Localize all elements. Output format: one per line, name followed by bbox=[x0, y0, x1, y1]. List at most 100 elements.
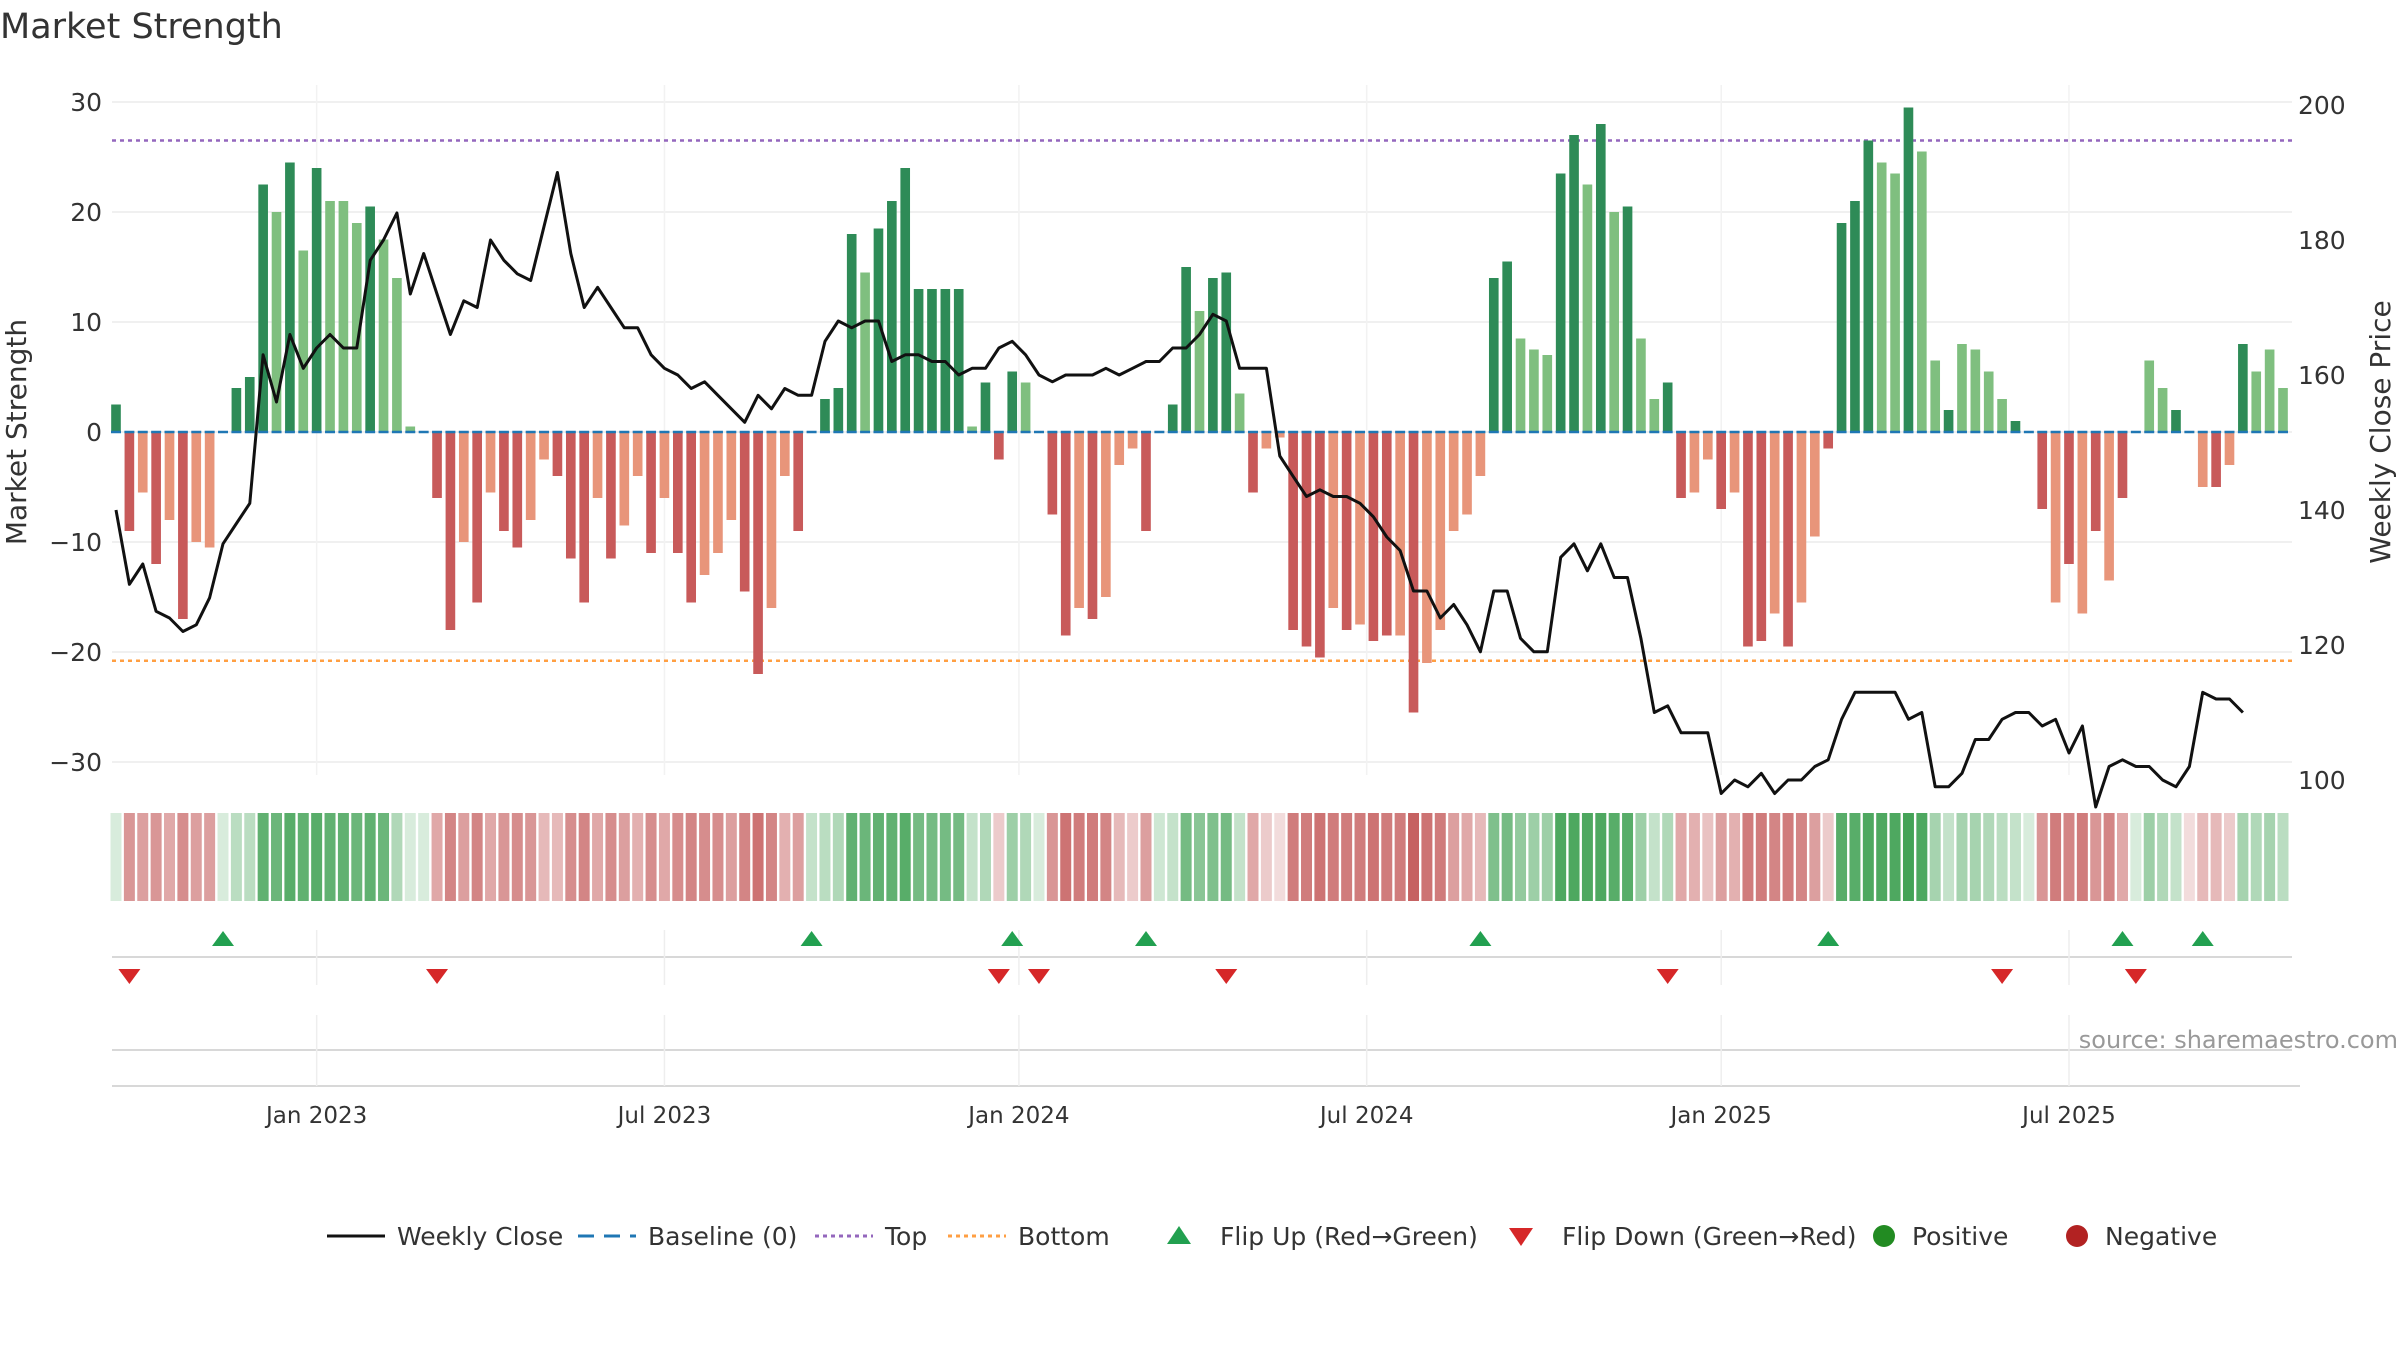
strip-cell bbox=[297, 813, 309, 901]
strip-cell bbox=[1247, 813, 1259, 901]
flip-down-marker bbox=[426, 969, 449, 984]
strip-cell bbox=[1180, 813, 1192, 901]
strength-bar bbox=[338, 201, 349, 432]
strip-cell bbox=[1421, 813, 1433, 901]
strip-cell bbox=[1394, 813, 1406, 901]
legend-label: Bottom bbox=[1018, 1222, 1110, 1251]
x-tick-label: Jan 2024 bbox=[966, 1103, 1069, 1129]
strip-cell bbox=[632, 813, 644, 901]
strip-cell bbox=[190, 813, 202, 901]
strip-cell bbox=[1809, 813, 1821, 901]
right-tick-label: 100 bbox=[2298, 766, 2346, 795]
strength-bar bbox=[258, 184, 268, 432]
strength-bar bbox=[2211, 432, 2221, 487]
strip-cell bbox=[899, 813, 911, 901]
strength-bar bbox=[739, 432, 750, 592]
strength-bar bbox=[1689, 432, 1700, 493]
strip-cell bbox=[1341, 813, 1353, 901]
strip-cell bbox=[752, 813, 764, 901]
strength-bar bbox=[887, 201, 897, 432]
strip-cell bbox=[1662, 813, 1674, 901]
strength-bar bbox=[820, 399, 830, 432]
strip-cell bbox=[966, 813, 978, 901]
strip-cell bbox=[525, 813, 537, 901]
strength-bar bbox=[2077, 432, 2088, 614]
strength-bar bbox=[2238, 344, 2248, 432]
strip-cell bbox=[1675, 813, 1687, 901]
flip-up-marker bbox=[2191, 931, 2214, 946]
main-grid bbox=[112, 85, 2292, 775]
strip-cell bbox=[1381, 813, 1393, 901]
strip-cell bbox=[204, 813, 216, 901]
strip-cell bbox=[2036, 813, 2048, 901]
strip-cell bbox=[1528, 813, 1540, 901]
strength-bar bbox=[178, 432, 188, 619]
strength-bar bbox=[1488, 278, 1499, 432]
legend-swatch-flip-up bbox=[1167, 1226, 1191, 1244]
strength-bar bbox=[980, 382, 991, 432]
strip-cell bbox=[645, 813, 657, 901]
strip-cell bbox=[1956, 813, 1968, 901]
strength-bar bbox=[1274, 432, 1285, 438]
strip-cell bbox=[1755, 813, 1767, 901]
strength-bar bbox=[231, 388, 242, 432]
strength-bar bbox=[1582, 184, 1593, 432]
strength-bar bbox=[1020, 382, 1031, 432]
strip-cell bbox=[846, 813, 858, 901]
strength-bar bbox=[1301, 432, 1312, 647]
strip-cell bbox=[2103, 813, 2115, 901]
chart-title: Market Strength bbox=[0, 7, 283, 47]
strip-cell bbox=[699, 813, 711, 901]
strip-cell bbox=[565, 813, 577, 901]
strength-bar bbox=[780, 432, 790, 476]
x-tick-label: Jul 2025 bbox=[2020, 1103, 2116, 1129]
strip-cell bbox=[792, 813, 804, 901]
strength-bars bbox=[111, 107, 2288, 713]
strip-cell bbox=[2090, 813, 2102, 901]
strip-cell bbox=[1167, 813, 1179, 901]
strength-bar bbox=[285, 162, 295, 432]
strength-bar bbox=[659, 432, 670, 498]
strength-bar bbox=[2104, 432, 2114, 581]
strip-cell bbox=[1207, 813, 1219, 901]
strength-bar bbox=[1288, 432, 1298, 630]
strength-bar bbox=[1395, 432, 1405, 636]
strip-cell bbox=[1113, 813, 1125, 901]
strip-cell bbox=[2197, 813, 2209, 901]
strip-cell bbox=[2143, 813, 2155, 901]
strength-bar bbox=[1355, 432, 1365, 625]
strength-bar bbox=[953, 289, 964, 432]
weekly-close-line bbox=[114, 171, 2244, 809]
strip-cell bbox=[2157, 813, 2169, 901]
strength-bar bbox=[2050, 432, 2061, 603]
strength-bar bbox=[1060, 432, 1071, 636]
strip-cell bbox=[779, 813, 791, 901]
strip-cell bbox=[538, 813, 550, 901]
strength-bar bbox=[458, 432, 469, 542]
strength-bar bbox=[672, 432, 683, 553]
strip-cell bbox=[2277, 813, 2289, 901]
source-note: source: sharemaestro.com bbox=[2079, 1026, 2398, 1054]
strip-cell bbox=[819, 813, 831, 901]
strength-bar bbox=[1194, 311, 1205, 432]
strength-bar bbox=[1141, 432, 1151, 531]
strength-bar bbox=[1930, 360, 1941, 432]
strength-bar bbox=[1622, 206, 1633, 432]
strength-bar bbox=[1917, 151, 1927, 432]
strength-bar bbox=[1662, 382, 1673, 432]
strength-bar bbox=[1702, 432, 1713, 460]
strip-cell bbox=[658, 813, 670, 901]
strength-bar bbox=[351, 223, 362, 432]
x-axis-labels: Jan 2023 Jul 2023 Jan 2024 Jul 2024 Jan 2025… bbox=[264, 1103, 2116, 1129]
strength-bar bbox=[592, 432, 603, 498]
strip-cell bbox=[592, 813, 604, 901]
strength-bar bbox=[1475, 432, 1486, 476]
strip-cell bbox=[993, 813, 1005, 901]
y-axis-label: Market Strength bbox=[0, 319, 33, 545]
flip-up-marker bbox=[212, 931, 235, 946]
strength-bar bbox=[124, 432, 135, 531]
strength-bar bbox=[325, 201, 335, 432]
strip-cell bbox=[498, 813, 510, 901]
strength-bar bbox=[1047, 432, 1058, 515]
strip-cell bbox=[578, 813, 590, 901]
